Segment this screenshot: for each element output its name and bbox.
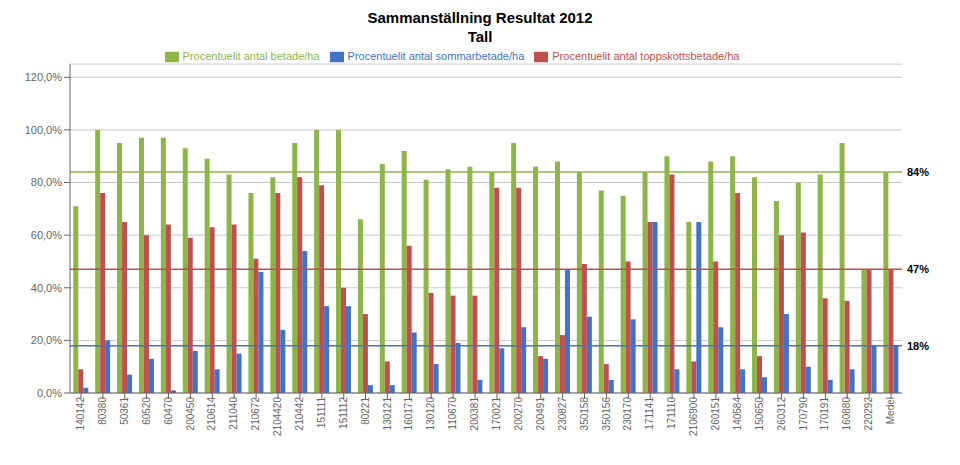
html-text:Tall: Tall <box>467 28 493 45</box>
svg-text:Medel: Medel <box>885 397 896 424</box>
svg-text:120,0%: 120,0% <box>25 71 63 83</box>
svg-text:160880: 160880 <box>841 397 852 431</box>
svg-text:2104420: 2104420 <box>272 397 283 436</box>
svg-text:210442: 210442 <box>294 397 305 431</box>
svg-text:0,0%: 0,0% <box>37 387 62 399</box>
svg-text:230827: 230827 <box>557 397 568 431</box>
svg-text:47%: 47% <box>907 263 929 275</box>
svg-text:60470: 60470 <box>163 397 174 425</box>
svg-text:2106900: 2106900 <box>688 397 699 436</box>
svg-text:140584: 140584 <box>732 397 743 431</box>
svg-text:130121: 130121 <box>382 397 393 431</box>
svg-text:151112: 151112 <box>338 397 349 429</box>
svg-text:170191: 170191 <box>819 397 830 431</box>
svg-text:151111: 151111 <box>316 397 327 429</box>
svg-text:150650: 150650 <box>754 397 765 431</box>
svg-text:80221: 80221 <box>360 397 371 425</box>
svg-text:160171: 160171 <box>403 397 414 431</box>
svg-text:350156: 350156 <box>601 397 612 431</box>
html-text:Procentuelit antal toppskottsb: Procentuelit antal toppskottsbetade/ha <box>552 50 740 62</box>
svg-text:80380: 80380 <box>97 397 108 425</box>
svg-text:220292: 220292 <box>863 397 874 431</box>
svg-text:130120: 130120 <box>425 397 436 431</box>
svg-text:210614: 210614 <box>206 397 217 431</box>
svg-text:260151: 260151 <box>710 397 721 431</box>
svg-text:84%: 84% <box>907 166 929 178</box>
svg-text:200270: 200270 <box>513 397 524 431</box>
svg-text:260312: 260312 <box>776 397 787 431</box>
svg-text:18%: 18% <box>907 340 929 352</box>
svg-text:50361: 50361 <box>119 397 130 425</box>
svg-text:171141: 171141 <box>644 397 655 430</box>
svg-text:110670: 110670 <box>447 397 458 430</box>
svg-text:170790: 170790 <box>798 397 809 431</box>
svg-text:171110: 171110 <box>666 397 677 429</box>
svg-text:210672: 210672 <box>250 397 261 431</box>
html-text:Procentuelit antal betade/ha: Procentuelit antal betade/ha <box>182 50 320 62</box>
svg-text:40,0%: 40,0% <box>31 282 62 294</box>
svg-text:350158: 350158 <box>579 397 590 431</box>
svg-text:200450: 200450 <box>185 397 196 431</box>
svg-text:20,0%: 20,0% <box>31 334 62 346</box>
svg-text:170021: 170021 <box>491 397 502 431</box>
svg-text:100,0%: 100,0% <box>25 124 63 136</box>
svg-text:211040: 211040 <box>228 397 239 430</box>
svg-text:80,0%: 80,0% <box>31 176 62 188</box>
svg-text:140142: 140142 <box>75 397 86 431</box>
html-text:Procentuelit antal sommarbetad: Procentuelit antal sommarbetade/ha <box>347 50 525 62</box>
svg-text:200381: 200381 <box>469 397 480 431</box>
svg-text:200491: 200491 <box>535 397 546 431</box>
svg-text:230170: 230170 <box>622 397 633 431</box>
svg-text:60520: 60520 <box>141 397 152 425</box>
html-text:Sammanställning Resultat 2012: Sammanställning Resultat 2012 <box>367 9 593 26</box>
svg-text:60,0%: 60,0% <box>31 229 62 241</box>
